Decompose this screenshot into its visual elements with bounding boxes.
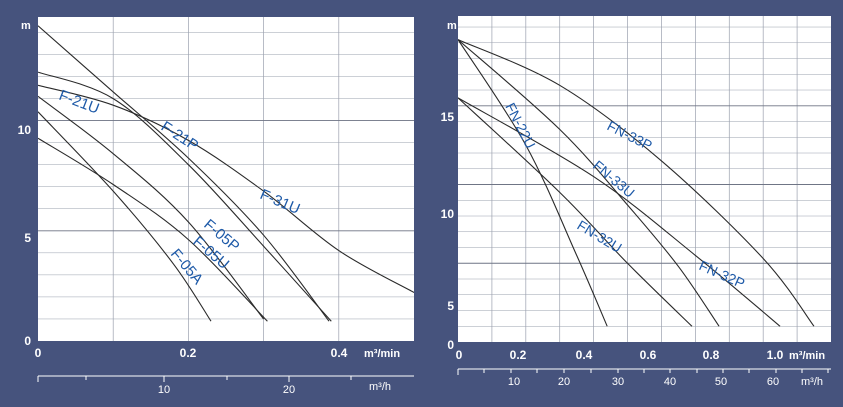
secondary-axis-right xyxy=(457,368,831,375)
x2-tick-right-10: 10 xyxy=(508,376,520,388)
x-tick-right-0: 0 xyxy=(456,348,463,362)
grid-left xyxy=(38,17,414,341)
curve-f-21u xyxy=(38,71,332,322)
plot-area-right xyxy=(458,16,831,342)
y-tick-right-0: 0 xyxy=(447,338,454,352)
secondary-axis-left xyxy=(37,375,414,382)
x-tick-right-0.8: 0.8 xyxy=(703,348,720,362)
curve-f-05u xyxy=(38,137,268,322)
x-tick-right-0.6: 0.6 xyxy=(640,348,657,362)
y-tick-left-10: 10 xyxy=(18,123,32,137)
x2-unit-right: m³/h xyxy=(801,376,823,388)
x2-tick-left-10: 10 xyxy=(158,384,170,396)
x2-tick-right-50: 50 xyxy=(715,376,727,388)
curves-right xyxy=(458,39,815,327)
curve-f-21p xyxy=(38,25,330,322)
y-tick-right-5: 5 xyxy=(447,299,454,313)
y-tick-right-10: 10 xyxy=(441,207,455,221)
curve-f-05a xyxy=(38,111,212,322)
x2-unit-left: m³/h xyxy=(369,381,391,393)
y-unit-right: m xyxy=(447,20,457,32)
y-tick-left-5: 5 xyxy=(24,231,31,245)
x2-tick-right-30: 30 xyxy=(612,376,624,388)
x2-tick-right-60: 60 xyxy=(767,376,779,388)
x-tick-right-1.0: 1.0 xyxy=(767,348,784,362)
x-tick-left-0.4: 0.4 xyxy=(331,346,348,360)
x-tick-left-0.2: 0.2 xyxy=(180,346,197,360)
x2-tick-right-40: 40 xyxy=(664,376,676,388)
x2-tick-left-20: 20 xyxy=(283,384,295,396)
y-tick-right-15: 15 xyxy=(441,110,455,124)
x-unit-right: m³/min xyxy=(789,350,825,362)
x-tick-right-0.4: 0.4 xyxy=(576,348,593,362)
x-tick-left-0: 0 xyxy=(35,346,42,360)
curves-left xyxy=(38,25,414,322)
x2-tick-right-20: 20 xyxy=(558,376,570,388)
x-tick-right-0.2: 0.2 xyxy=(510,348,527,362)
y-tick-left-0: 0 xyxy=(24,334,31,348)
curve-fn-32p xyxy=(458,97,781,327)
curve-fn-33p xyxy=(458,39,815,327)
curve-fn-32u xyxy=(458,97,693,327)
curve-f-31u xyxy=(38,84,414,293)
curve-f-05p xyxy=(38,95,265,320)
grid-right xyxy=(458,16,831,342)
plot-area-left xyxy=(38,17,414,341)
y-unit-left: m xyxy=(21,20,31,32)
curve-fn-22u xyxy=(458,39,608,327)
x-unit-left: m³/min xyxy=(364,348,400,360)
